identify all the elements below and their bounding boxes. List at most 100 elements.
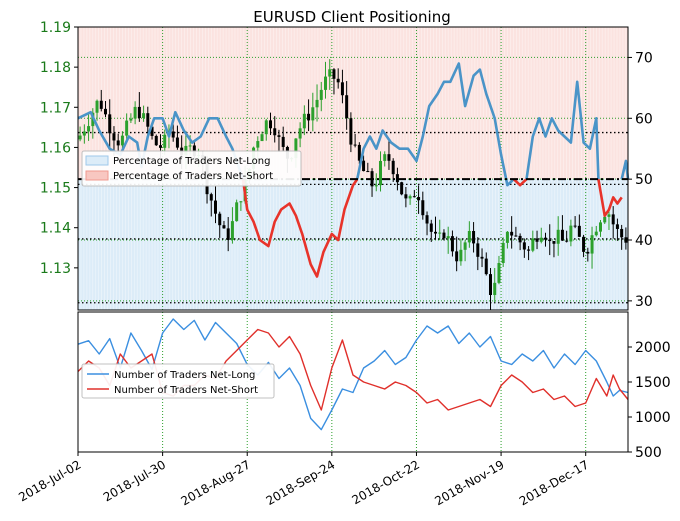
candle-body bbox=[214, 200, 217, 214]
candle-body bbox=[345, 95, 349, 119]
candle-body bbox=[150, 126, 154, 136]
candle-body bbox=[260, 134, 264, 142]
candle-body bbox=[408, 196, 412, 199]
x-tick-label: 2018-Oct-22 bbox=[350, 457, 422, 507]
candle-body bbox=[463, 242, 467, 250]
candle-body bbox=[159, 145, 162, 148]
candle-body bbox=[391, 160, 395, 175]
candle-body bbox=[112, 133, 116, 141]
candle-body bbox=[142, 113, 146, 119]
candle-body bbox=[412, 196, 416, 198]
candle-body bbox=[116, 140, 120, 146]
left-tick-label: 1.15 bbox=[40, 181, 71, 197]
net-short-percentage-line bbox=[512, 178, 528, 187]
candle-body bbox=[230, 221, 234, 240]
candle-body bbox=[505, 231, 509, 243]
net-short-percentage-line bbox=[597, 178, 623, 217]
candle-body bbox=[467, 231, 471, 243]
candle-body bbox=[137, 106, 141, 119]
candle-body bbox=[560, 229, 564, 241]
candle-body bbox=[434, 231, 437, 234]
legend-swatch-net-short bbox=[85, 170, 109, 181]
candle-body bbox=[171, 131, 175, 138]
candle-body bbox=[455, 251, 459, 262]
left-tick-label: 1.19 bbox=[40, 20, 71, 36]
candle-body bbox=[599, 222, 602, 232]
net-long-percentage-line bbox=[620, 159, 630, 180]
candle-body bbox=[544, 237, 547, 240]
trader-count-legend: Number of Traders Net-Long Number of Trad… bbox=[81, 363, 275, 399]
candle-body bbox=[395, 174, 399, 183]
candle-body bbox=[362, 160, 366, 172]
candle-body bbox=[104, 108, 107, 115]
candle-body bbox=[175, 137, 179, 148]
candle-body bbox=[353, 144, 357, 146]
legend-label-net-long: Percentage of Traders Net-Long bbox=[113, 156, 271, 167]
candle-body bbox=[387, 154, 391, 161]
candle-body bbox=[586, 251, 590, 254]
x-axis: 2018-Jul-02 2018-Jul-30 2018-Aug-27 2018-Se… bbox=[16, 452, 591, 508]
candle-body bbox=[273, 128, 277, 136]
legend-swatch-net-long bbox=[85, 155, 109, 166]
candle-body bbox=[501, 242, 505, 264]
candle-body bbox=[218, 213, 222, 226]
candle-body bbox=[527, 249, 531, 251]
candle-body bbox=[611, 214, 615, 225]
candle-body bbox=[349, 118, 353, 145]
x-tick-label: 2018-Aug-27 bbox=[178, 457, 252, 508]
candle-body bbox=[573, 225, 577, 227]
candle-body bbox=[269, 120, 272, 129]
candle-body bbox=[332, 69, 336, 79]
left-tick-label: 1.18 bbox=[40, 60, 71, 76]
x-tick-label: 2018-Jul-02 bbox=[16, 457, 83, 504]
bottom-right-tick-label: 1500 bbox=[635, 375, 671, 391]
candle-body bbox=[294, 138, 298, 159]
candle-body bbox=[99, 100, 103, 109]
candle-body bbox=[603, 216, 607, 223]
candle-body bbox=[78, 135, 82, 140]
candle-body bbox=[472, 231, 476, 244]
right-tick-label: 50 bbox=[635, 172, 653, 188]
bottom-right-tick-label: 500 bbox=[635, 445, 662, 461]
legend-label-count-long: Number of Traders Net-Long bbox=[114, 370, 255, 381]
legend-box bbox=[81, 150, 302, 187]
trader-count-net-long-line bbox=[77, 318, 629, 431]
candle-body bbox=[615, 224, 619, 229]
candle-body bbox=[548, 239, 552, 242]
candle-body bbox=[239, 201, 243, 203]
candle-body bbox=[277, 135, 281, 137]
candle-body bbox=[535, 238, 539, 242]
candle-body bbox=[429, 223, 433, 232]
candle-body bbox=[95, 100, 99, 113]
trader-count-panel: 500 1000 1500 2000 Number of Traders Net-Lon… bbox=[77, 311, 671, 461]
candle-body bbox=[264, 120, 268, 135]
candle-body bbox=[531, 238, 535, 251]
candle-body bbox=[357, 144, 361, 161]
left-tick-label: 1.17 bbox=[40, 100, 71, 116]
right-tick-label: 40 bbox=[635, 233, 653, 249]
bottom-right-tick-label: 1000 bbox=[635, 410, 671, 426]
candle-body bbox=[154, 135, 158, 146]
chart-title: EURUSD Client Positioning bbox=[253, 8, 451, 26]
candle-body bbox=[315, 99, 319, 108]
left-tick-label: 1.13 bbox=[40, 261, 71, 277]
candle-body bbox=[226, 228, 230, 240]
candle-body bbox=[319, 89, 323, 100]
candle-body bbox=[336, 78, 340, 83]
candle-body bbox=[493, 282, 497, 296]
candle-body bbox=[556, 229, 560, 244]
candle-body bbox=[281, 136, 285, 147]
candle-body bbox=[120, 135, 124, 146]
right-tick-label: 70 bbox=[635, 50, 653, 66]
price-legend: Percentage of Traders Net-Long Percentage… bbox=[81, 150, 302, 187]
candle-body bbox=[620, 228, 624, 238]
candle-body bbox=[383, 154, 387, 161]
candle-body bbox=[425, 215, 429, 224]
candle-body bbox=[125, 120, 129, 136]
candle-body bbox=[298, 128, 302, 139]
candle-body bbox=[459, 249, 463, 262]
candle-body bbox=[624, 237, 628, 243]
candle-body bbox=[302, 113, 306, 129]
candle-body bbox=[256, 141, 260, 148]
candle-body bbox=[489, 274, 492, 296]
